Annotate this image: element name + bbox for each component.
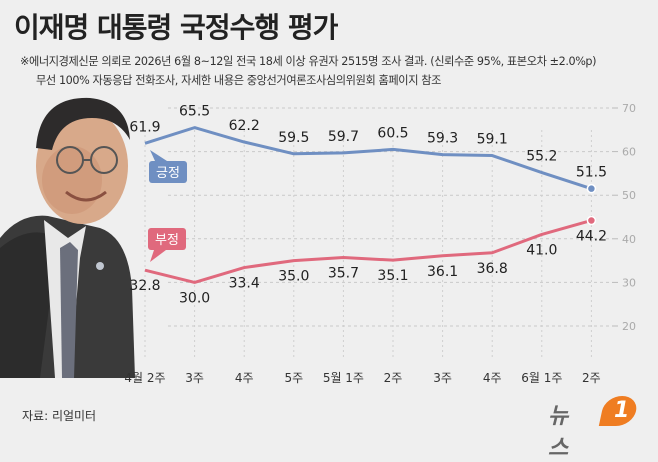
data-label: 59.1 [477,132,508,148]
data-label: 65.5 [179,104,210,120]
series-badge-pointer [150,250,166,262]
data-label: 32.8 [129,278,160,294]
x-tick-label: 4월 2주 [124,371,165,385]
approval-line-chart: 20 30 40 50 60 70 4월 2주 3주 4주 5주 5월 1주 2주 3주 4주 6월 1주 2… [124,102,636,385]
series-badge-label: 긍정 [156,166,180,181]
series-line-negative [144,219,592,284]
president-photo [0,97,135,378]
survey-note-1: ※에너지경제신문 의뢰로 2026년 6월 8~12일 전국 18세 이상 유권… [20,55,597,68]
series-badge-pointer [150,150,167,161]
data-label: 30.0 [179,290,210,306]
data-label: 35.1 [377,268,408,284]
x-tick-label: 4주 [235,371,254,385]
data-label: 35.7 [328,266,359,282]
y-tick-label: 50 [622,189,636,202]
source-label: 자료: 리얼미터 [22,409,97,423]
data-point [586,215,597,226]
x-tick-label: 5주 [284,371,303,385]
data-label: 51.5 [576,165,607,181]
data-label: 59.3 [427,131,458,147]
x-tick-label: 5월 1주 [323,371,364,385]
data-label: 59.7 [328,129,359,145]
y-tick-label: 40 [622,233,636,246]
logo-number: 1 [614,398,630,423]
x-tick-label: 2주 [384,371,403,385]
data-label: 33.4 [229,276,260,292]
data-label: 60.5 [377,125,408,141]
data-label: 61.9 [129,119,160,135]
logo-text: 뉴스 [548,404,568,461]
survey-note-2: 무선 100% 자동응답 전화조사, 자세한 내용은 중앙선거여론조사심의위원회… [36,74,442,87]
data-label: 55.2 [526,149,557,165]
y-tick-label: 60 [622,146,636,159]
x-tick-label: 6월 1주 [521,371,562,385]
y-tick-label: 30 [622,276,636,289]
y-tick-label: 20 [622,320,636,333]
x-tick-label: 3주 [185,371,204,385]
x-tick-label: 2주 [582,371,601,385]
data-label: 36.8 [477,261,508,277]
data-label: 44.2 [576,228,607,244]
data-label: 59.5 [278,130,309,146]
series-badge-label: 부정 [155,233,179,248]
y-tick-label: 70 [622,102,636,115]
series-badge-negative [148,228,186,250]
x-tick-label: 4주 [483,371,502,385]
data-point [586,183,597,194]
data-label: 62.2 [229,118,260,134]
series-badge-positive [149,161,187,183]
data-label: 36.1 [427,264,458,280]
x-tick-label: 3주 [433,371,452,385]
series-line-positive [144,126,592,191]
data-label: 35.0 [278,269,309,285]
chart-title: 이재명 대통령 국정수행 평가 [14,11,338,44]
data-label: 41.0 [526,242,557,258]
